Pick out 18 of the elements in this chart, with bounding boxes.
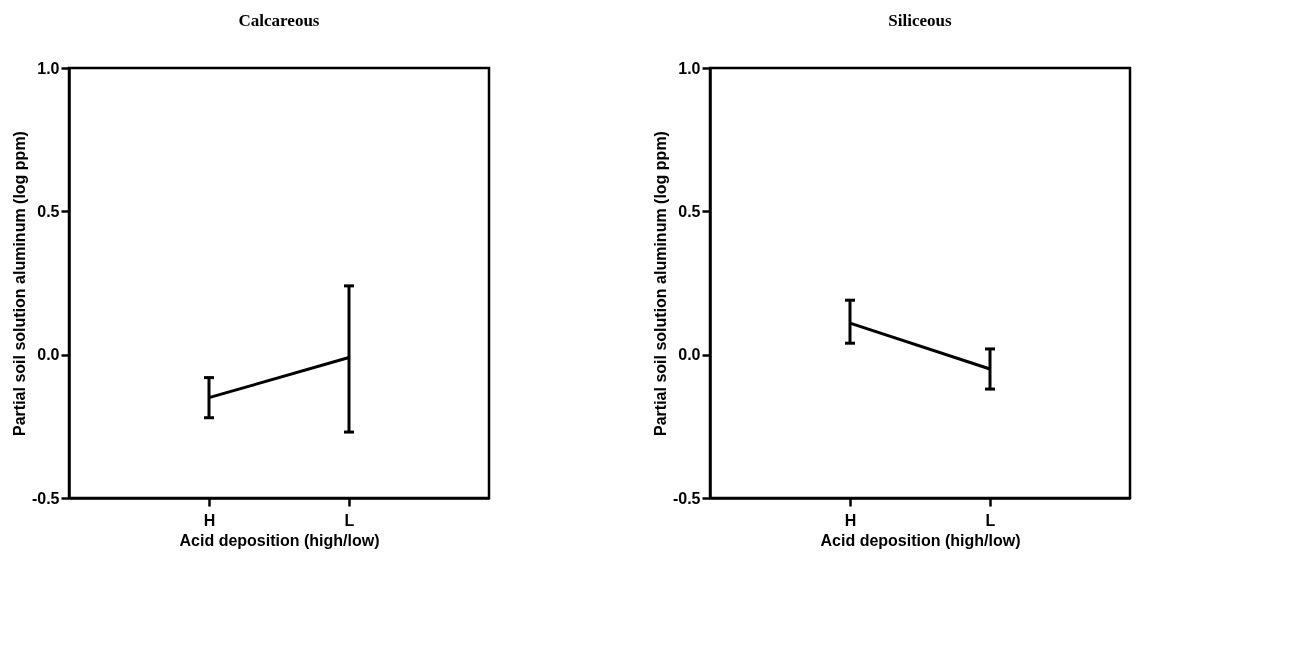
x-tick-label: L [344,511,355,529]
y-tick-label: 0.5 [37,202,60,220]
x-tick-label: L [985,511,996,529]
x-tick-label: H [844,511,857,529]
y-axis-title: Partial soil solution aluminum (log ppm) [651,131,669,436]
y-tick-label: -0.5 [31,489,60,507]
x-tick-label: H [203,511,216,529]
y-tick-label: 0.0 [37,346,60,364]
y-axis-title: Partial soil solution aluminum (log ppm) [10,131,28,436]
chart-title: Siliceous [888,11,953,30]
y-tick-label: -0.5 [672,489,701,507]
x-axis-title: Acid deposition (high/low) [820,531,1021,549]
chart-title: Calcareous [238,11,320,30]
x-axis-title: Acid deposition (high/low) [179,531,380,549]
y-tick-label: 0.5 [678,202,701,220]
y-tick-label: 1.0 [678,59,701,77]
y-tick-label: 0.0 [678,346,701,364]
y-tick-label: 1.0 [37,59,60,77]
